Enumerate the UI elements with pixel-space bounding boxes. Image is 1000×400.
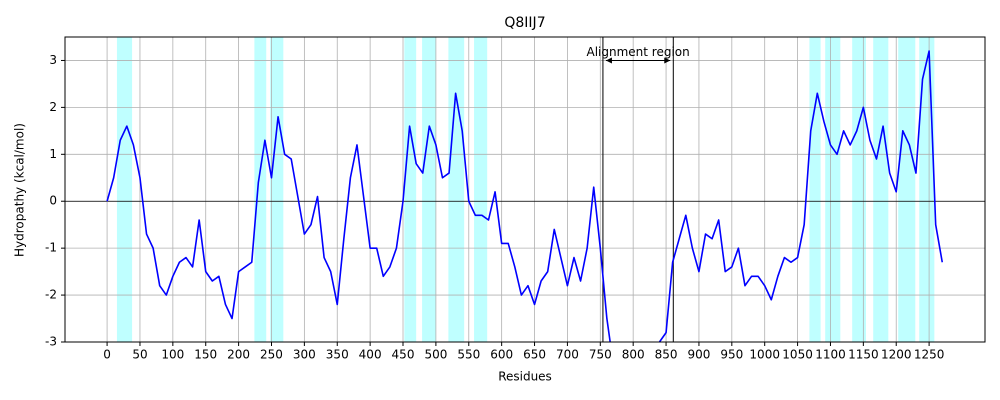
x-tick-label: 1200 xyxy=(881,348,912,362)
x-tick-label: 150 xyxy=(194,348,217,362)
chart-title: Q8IIJ7 xyxy=(504,15,545,31)
highlight-span xyxy=(852,37,866,342)
x-tick-label: 1100 xyxy=(815,348,846,362)
y-tick-label: 0 xyxy=(49,194,57,208)
x-tick-label: 850 xyxy=(655,348,678,362)
x-tick-label: 100 xyxy=(161,348,184,362)
y-tick-label: -2 xyxy=(45,288,57,302)
x-tick-label: 1000 xyxy=(749,348,780,362)
x-tick-label: 200 xyxy=(227,348,250,362)
x-tick-label: 250 xyxy=(260,348,283,362)
x-tick-label: 1050 xyxy=(782,348,813,362)
highlight-span xyxy=(448,37,465,342)
highlight-span xyxy=(873,37,889,342)
x-tick-label: 900 xyxy=(687,348,710,362)
x-tick-label: 750 xyxy=(589,348,612,362)
x-tick-label: 50 xyxy=(132,348,147,362)
x-tick-label: 300 xyxy=(293,348,316,362)
x-tick-label: 800 xyxy=(622,348,645,362)
y-tick-label: 3 xyxy=(49,53,57,67)
highlight-span xyxy=(422,37,436,342)
x-tick-label: 600 xyxy=(490,348,513,362)
x-tick-label: 1150 xyxy=(848,348,879,362)
highlight-span xyxy=(809,37,821,342)
y-tick-label: 2 xyxy=(49,100,57,114)
x-tick-label: 700 xyxy=(556,348,579,362)
y-tick-label: 1 xyxy=(49,147,57,161)
arrow-head xyxy=(664,57,671,64)
x-axis-label: Residues xyxy=(498,370,552,384)
x-tick-label: 0 xyxy=(103,348,111,362)
highlight-span xyxy=(404,37,417,342)
plot-area xyxy=(65,37,985,342)
y-tick-label: -3 xyxy=(45,335,57,349)
annotation: Alignment region xyxy=(586,45,689,59)
x-tick-label: 450 xyxy=(392,348,415,362)
plot-frame xyxy=(64,36,986,343)
highlight-span xyxy=(474,37,488,342)
highlight-span xyxy=(919,37,935,342)
y-tick-label: -1 xyxy=(45,241,57,255)
y-axis-label: Hydropathy (kcal/mol) xyxy=(13,123,27,257)
x-tick-label: 500 xyxy=(424,348,447,362)
arrow-head xyxy=(605,57,612,64)
highlight-span xyxy=(254,37,267,342)
highlight-span xyxy=(825,37,841,342)
x-tick-label: 950 xyxy=(720,348,743,362)
x-tick-label: 650 xyxy=(523,348,546,362)
highlight-span xyxy=(270,37,284,342)
highlight-span xyxy=(116,37,133,342)
x-tick-label: 550 xyxy=(457,348,480,362)
x-tick-label: 350 xyxy=(326,348,349,362)
x-tick-label: 400 xyxy=(359,348,382,362)
highlight-span xyxy=(898,37,916,342)
x-tick-label: 1250 xyxy=(914,348,945,362)
hydropathy-line xyxy=(106,50,944,342)
